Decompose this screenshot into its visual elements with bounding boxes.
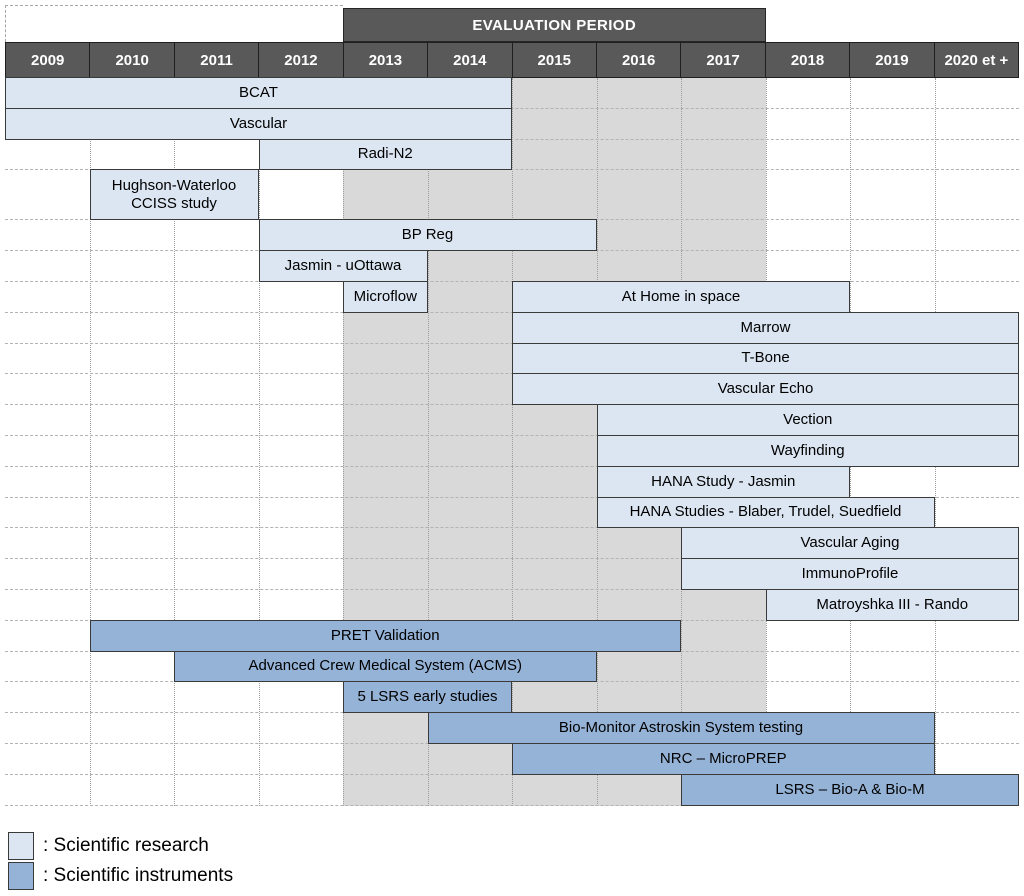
year-header-2014: 2014 xyxy=(427,42,512,78)
legend-label-instruments: : Scientific instruments xyxy=(43,865,234,886)
gantt-bar-matroyshka-iii-rando: Matroyshka III - Rando xyxy=(765,588,1019,621)
chart-legend: : Scientific research : Scientific instr… xyxy=(8,831,233,891)
column-gridline xyxy=(512,78,513,806)
year-header-2019: 2019 xyxy=(849,42,934,78)
legend-label-research: : Scientific research xyxy=(43,835,209,856)
gantt-bar-lsrs-bio-a-bio-m: LSRS – Bio-A & Bio-M xyxy=(681,773,1019,806)
gantt-row: Marrow xyxy=(5,311,1019,344)
year-header-2017: 2017 xyxy=(680,42,765,78)
gantt-row: Matroyshka III - Rando xyxy=(5,588,1019,621)
gantt-row: Wayfinding xyxy=(5,434,1019,467)
gantt-row: Vascular xyxy=(5,107,1019,140)
gantt-bar-radi-n2: Radi-N2 xyxy=(258,138,512,171)
gantt-row: Radi-N2 xyxy=(5,138,1019,171)
gantt-row: Advanced Crew Medical System (ACMS) xyxy=(5,650,1019,683)
gantt-bar-advanced-crew-medical-system-acms: Advanced Crew Medical System (ACMS) xyxy=(174,650,597,683)
year-header-2010: 2010 xyxy=(89,42,174,78)
gantt-chart: EVALUATION PERIOD 2009 2010 2011 2012 2013 20… xyxy=(5,5,1019,806)
gantt-row: Microflow At Home in space xyxy=(5,280,1019,313)
gantt-row: T-Bone xyxy=(5,342,1019,375)
gantt-bar-microflow: Microflow xyxy=(343,280,428,313)
gantt-bar-nrc-microprep: NRC – MicroPREP xyxy=(512,742,935,775)
gantt-row: BCAT xyxy=(5,77,1019,109)
year-header-2015: 2015 xyxy=(511,42,596,78)
gantt-body: BCAT Vascular Radi-N2 Hughson-Waterloo CCIS… xyxy=(5,77,1019,806)
gantt-row: Vascular Aging xyxy=(5,527,1019,560)
column-gridline xyxy=(174,78,175,806)
gantt-row: HANA Study - Jasmin xyxy=(5,465,1019,498)
gantt-row: Jasmin - uOttawa xyxy=(5,250,1019,282)
evaluation-period-header: EVALUATION PERIOD xyxy=(343,8,766,42)
gantt-bar-hughson-waterloo-cciss-study: Hughson-Waterloo CCISS study xyxy=(89,169,259,221)
gantt-bar-vascular: Vascular xyxy=(5,107,512,140)
column-gridline xyxy=(258,78,260,806)
gantt-row: Bio-Monitor Astroskin System testing xyxy=(5,712,1019,744)
gantt-bar-immunoprofile: ImmunoProfile xyxy=(681,558,1019,590)
gantt-row: LSRS – Bio-A & Bio-M xyxy=(5,773,1019,806)
gantt-bar-bp-reg: BP Reg xyxy=(258,219,597,252)
gantt-bar-marrow: Marrow xyxy=(512,311,1019,344)
gantt-bar-jasmin-uottawa: Jasmin - uOttawa xyxy=(258,250,428,282)
gantt-row: 5 LSRS early studies xyxy=(5,681,1019,714)
year-header-row: 2009 2010 2011 2012 2013 2014 2015 2016 2017 2018… xyxy=(5,42,1019,78)
evaluation-row-blank-area xyxy=(5,5,343,42)
gantt-bar-t-bone: T-Bone xyxy=(512,342,1019,375)
year-header-2020-et: 2020 et + xyxy=(933,42,1019,78)
gantt-bar-bcat: BCAT xyxy=(5,77,512,109)
gantt-bar-hana-study-jasmin: HANA Study - Jasmin xyxy=(596,465,850,498)
gantt-row: NRC – MicroPREP xyxy=(5,742,1019,775)
gantt-bar-vascular-aging: Vascular Aging xyxy=(681,527,1019,560)
gantt-bar-vascular-echo: Vascular Echo xyxy=(512,373,1019,406)
gantt-bar-at-home-in-space: At Home in space xyxy=(512,280,850,313)
column-gridline xyxy=(427,78,429,806)
year-header-2012: 2012 xyxy=(258,42,343,78)
column-gridline xyxy=(343,78,344,806)
year-header-2018: 2018 xyxy=(764,42,850,78)
gantt-row: HANA Studies - Blaber, Trudel, Suedfield xyxy=(5,496,1019,529)
year-header-2011: 2011 xyxy=(173,42,259,78)
year-header-2013: 2013 xyxy=(342,42,428,78)
legend-row-research: : Scientific research xyxy=(8,831,233,861)
legend-swatch-instruments-icon xyxy=(8,862,34,890)
gantt-bar-5-lsrs-early-studies: 5 LSRS early studies xyxy=(343,681,512,714)
gantt-bar-bio-monitor-astroskin-system-testing: Bio-Monitor Astroskin System testing xyxy=(427,712,935,744)
gantt-row: Vascular Echo xyxy=(5,373,1019,406)
gantt-row: PRET Validation xyxy=(5,619,1019,652)
legend-row-instruments: : Scientific instruments xyxy=(8,861,233,891)
gantt-bar-pret-validation: PRET Validation xyxy=(89,619,681,652)
gantt-bar-vection: Vection xyxy=(596,404,1019,436)
gantt-bar-wayfinding: Wayfinding xyxy=(596,434,1019,467)
year-header-2009: 2009 xyxy=(5,42,90,78)
year-header-2016: 2016 xyxy=(595,42,681,78)
gantt-row: Hughson-Waterloo CCISS study xyxy=(5,169,1019,221)
gantt-row: ImmunoProfile xyxy=(5,558,1019,590)
gantt-row: BP Reg xyxy=(5,219,1019,252)
evaluation-period-row: EVALUATION PERIOD xyxy=(5,5,1019,42)
column-gridline xyxy=(89,78,91,806)
gantt-row: Vection xyxy=(5,404,1019,436)
legend-swatch-research-icon xyxy=(8,832,34,860)
gantt-bar-hana-studies-blaber-trudel-suedfield: HANA Studies - Blaber, Trudel, Suedfield xyxy=(596,496,935,529)
